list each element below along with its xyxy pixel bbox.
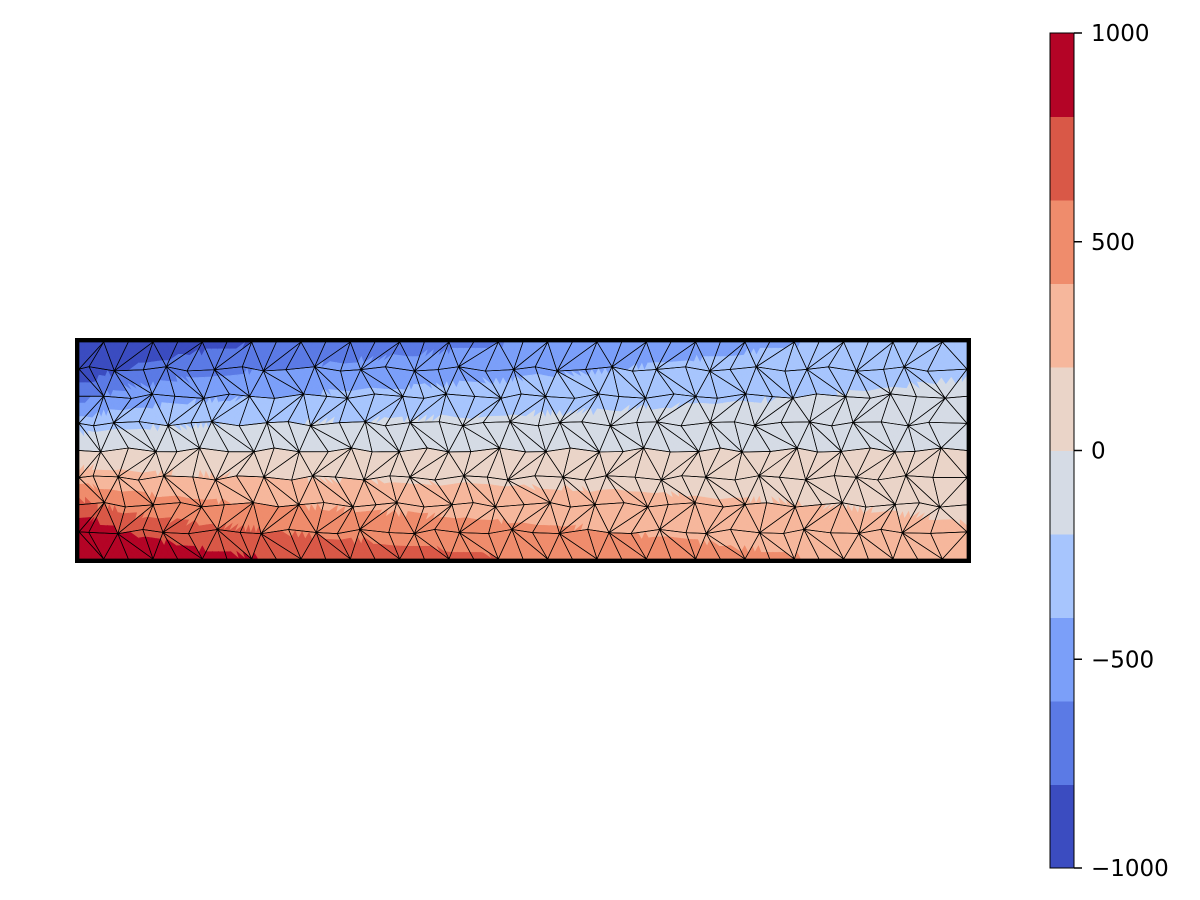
contour-fill <box>78 341 968 560</box>
contour-plot <box>75 338 971 563</box>
